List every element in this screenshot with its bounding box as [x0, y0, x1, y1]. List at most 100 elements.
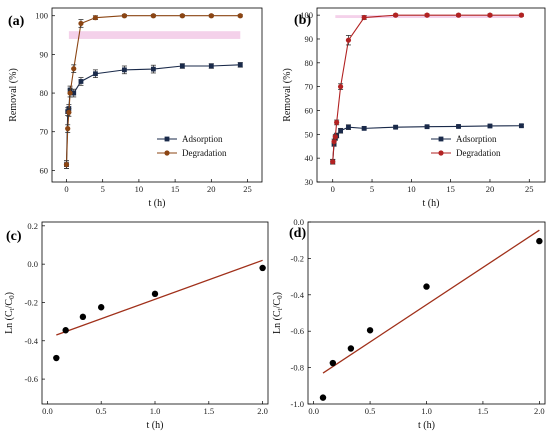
data-point-adsorption	[487, 123, 493, 129]
x-tick-label: 20	[486, 184, 495, 194]
data-point-degradation	[337, 84, 344, 90]
panel-label: (c)	[6, 229, 22, 244]
data-point-degradation	[330, 159, 336, 165]
data-point	[53, 354, 60, 362]
y-tick-label: -0.8	[291, 363, 304, 373]
x-tick-label: 0	[331, 184, 335, 194]
y-axis-label-part: Ln (C	[4, 310, 15, 334]
x-tick-label: 1.5	[478, 406, 489, 416]
y-tick-label: 70	[40, 127, 49, 137]
legend-marker	[438, 136, 444, 142]
y-tick-label: 30	[305, 177, 314, 187]
y-tick-label: 100	[300, 10, 313, 20]
x-tick-label: 1.5	[203, 406, 214, 416]
data-point-degradation	[121, 13, 128, 19]
data-point	[536, 237, 543, 245]
y-tick-label: 60	[40, 165, 49, 175]
legend-marker	[164, 150, 170, 156]
y-axis-label-part: 0	[276, 295, 284, 299]
x-tick-label: 2.0	[257, 406, 268, 416]
y-tick-label: 0.2	[27, 221, 38, 231]
y-tick-label: 50	[305, 129, 314, 139]
data-point	[366, 327, 374, 334]
y-axis-label-part: Ln (C	[272, 310, 283, 334]
data-point-adsorption	[93, 71, 98, 77]
y-tick-label: 40	[305, 153, 314, 163]
legend-marker	[438, 150, 444, 156]
y-tick-label: 80	[40, 88, 49, 98]
data-point-degradation	[393, 12, 399, 18]
data-point-degradation	[65, 126, 71, 132]
x-axis-label: t (h)	[423, 198, 440, 209]
data-point-degradation	[518, 12, 525, 18]
y-tick-label: 0.0	[293, 217, 304, 227]
y-tick-label: -0.4	[291, 290, 305, 300]
x-tick-label: 20	[207, 184, 216, 194]
data-point-adsorption	[179, 63, 185, 69]
plot-frame	[316, 7, 546, 183]
data-point-degradation	[208, 13, 214, 19]
data-point	[329, 359, 337, 367]
y-axis-label-part: t	[276, 308, 284, 310]
fit-line	[322, 229, 540, 374]
y-axis-label: Removal (%)	[8, 68, 19, 122]
data-point-adsorption	[122, 67, 127, 73]
x-axis-label: t (h)	[149, 198, 166, 209]
data-point-degradation	[179, 13, 185, 19]
panel-label: (b)	[294, 13, 311, 28]
panel-a: 0 5 10 15 20 25 60 70 80 90 100 t (h) Removal (%) (a)…	[8, 7, 263, 209]
y-axis-label: Removal (%)	[282, 68, 293, 122]
x-tick-label: 0.5	[365, 406, 376, 416]
y-axis-label-part: )	[4, 292, 15, 295]
y-axis-label-part: /C	[4, 299, 15, 309]
panel-label: (a)	[8, 14, 25, 29]
x-tick-label: 25	[243, 184, 252, 194]
y-axis-label: Ln (Ct/C0)	[272, 292, 284, 334]
x-tick-label: 5	[101, 184, 105, 194]
data-point-adsorption	[237, 62, 243, 68]
x-tick-label: 15	[446, 184, 455, 194]
data-point-degradation	[487, 12, 493, 18]
y-tick-label: 90	[305, 34, 314, 44]
y-axis-label: Ln (Ct/C0)	[4, 292, 16, 334]
x-tick-label: 2.0	[534, 406, 545, 416]
data-point-degradation	[78, 20, 84, 27]
x-tick-label: 25	[525, 184, 534, 194]
panel-b: 0 5 10 15 20 25 30 40 50 60 70 80 90 100 t (h) Removal …	[282, 7, 546, 209]
data-point-degradation	[92, 15, 99, 21]
y-tick-label: -1.0	[291, 399, 304, 409]
data-point	[97, 304, 105, 311]
x-tick-label: 15	[171, 184, 180, 194]
data-point-degradation	[334, 119, 340, 126]
x-axis-label: t (h)	[418, 420, 435, 431]
x-tick-label: 1.0	[421, 406, 432, 416]
y-tick-label: 60	[305, 105, 314, 115]
data-point-adsorption	[361, 125, 367, 131]
y-axis-label-part: )	[272, 292, 283, 295]
x-axis-label: t (h)	[147, 420, 164, 431]
data-point-adsorption	[424, 124, 430, 130]
x-tick-label: 10	[407, 184, 416, 194]
fit-line	[56, 259, 263, 336]
y-tick-label: 100	[35, 11, 48, 21]
x-tick-label: 0	[64, 184, 68, 194]
data-point-degradation	[361, 14, 367, 21]
data-point-degradation	[345, 37, 352, 43]
x-tick-label: 10	[135, 184, 144, 194]
data-point-adsorption	[519, 123, 524, 129]
data-point	[151, 290, 159, 298]
plot-frame	[41, 221, 269, 405]
data-point-adsorption	[78, 79, 84, 84]
y-axis-label-part: /C	[272, 299, 283, 309]
panel-label: (d)	[289, 226, 306, 241]
y-tick-label: 90	[40, 49, 49, 59]
legend-label: Degradation	[456, 148, 501, 158]
x-tick-label: 0.5	[96, 406, 107, 416]
y-tick-label: -0.2	[291, 253, 304, 263]
data-point-adsorption	[208, 63, 214, 69]
data-point-adsorption	[393, 124, 399, 130]
y-tick-label: -0.2	[25, 297, 38, 307]
legend-label: Adsorption	[182, 134, 223, 144]
y-axis-label-part: 0	[8, 295, 16, 299]
